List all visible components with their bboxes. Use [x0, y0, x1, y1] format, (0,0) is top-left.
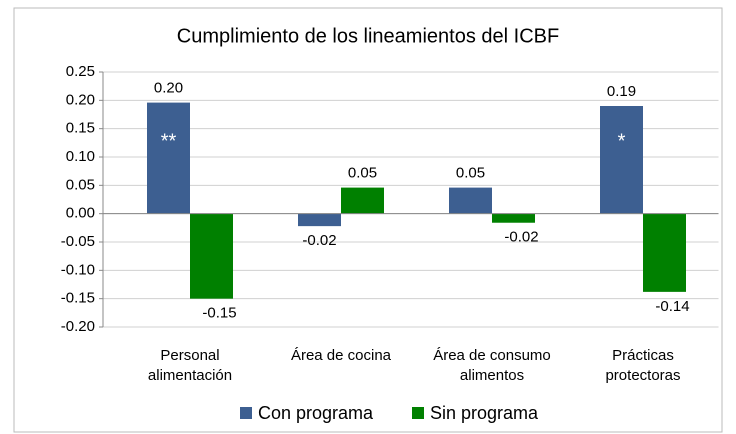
bar [492, 213, 535, 223]
y-tick-label: 0.20 [66, 91, 95, 108]
bar [600, 106, 643, 214]
bar [449, 187, 492, 214]
bar [190, 213, 233, 299]
y-tick-label: 0.00 [66, 205, 95, 222]
annotation: * [618, 130, 626, 152]
bar [341, 187, 384, 214]
bar [147, 102, 190, 214]
y-tick-label: 0.10 [66, 148, 95, 165]
legend-swatch [240, 407, 252, 419]
x-tick-label: Área de cocina [290, 347, 392, 364]
value-label: 0.05 [456, 165, 485, 182]
y-tick-label: -0.10 [61, 261, 95, 278]
chart-title: Cumplimiento de los lineamientos del ICB… [177, 25, 559, 47]
annotation: ** [161, 130, 177, 152]
value-label: 0.20 [154, 80, 183, 97]
x-tick-label: Prácticas protectoras [605, 347, 681, 384]
legend-swatch [412, 407, 424, 419]
value-label: -0.15 [202, 305, 236, 322]
value-label: 0.19 [607, 83, 636, 100]
y-tick-label: 0.25 [66, 63, 95, 80]
value-label: -0.02 [302, 232, 336, 249]
value-label: -0.02 [504, 229, 538, 246]
y-tick-label: 0.05 [66, 176, 95, 193]
legend-label: Con programa [258, 403, 374, 423]
value-label: -0.14 [655, 298, 689, 315]
y-tick-label: -0.20 [61, 318, 95, 335]
bar [298, 213, 341, 227]
y-tick-label: -0.05 [61, 233, 95, 250]
x-tick-label: Personal alimentación [147, 347, 233, 384]
x-tick-label: Área de consumo alimentos [433, 347, 551, 384]
chart-frame [13, 7, 723, 433]
y-tick-label: -0.15 [61, 290, 95, 307]
value-label: 0.05 [348, 165, 377, 182]
legend-label: Sin programa [430, 403, 539, 423]
y-tick-label: 0.15 [66, 120, 95, 137]
bar [643, 213, 686, 292]
